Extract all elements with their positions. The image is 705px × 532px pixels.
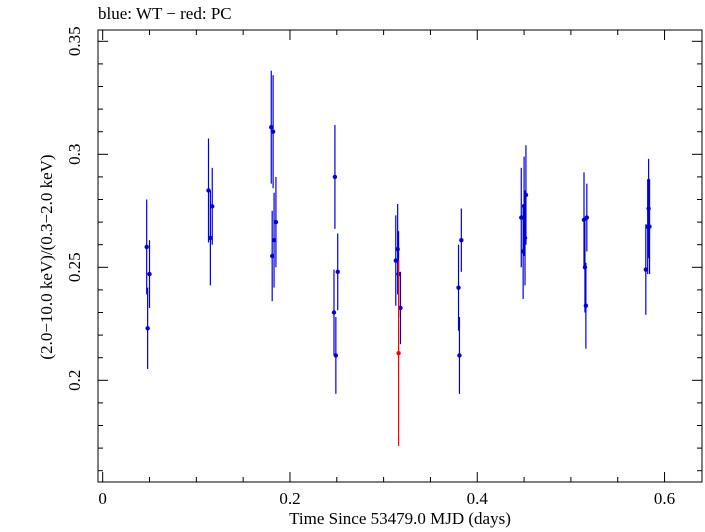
data-point (145, 326, 150, 331)
data-point (582, 265, 588, 270)
data-point (646, 206, 651, 211)
x-axis-label: Time Since 53479.0 MJD (days) (289, 509, 511, 528)
plot-frame (97, 29, 703, 483)
data-point (456, 285, 461, 290)
y-tick-label: 0.2 (65, 370, 84, 391)
series-wt (144, 70, 652, 394)
data-point (332, 174, 338, 180)
data-point (398, 305, 403, 311)
data-point (331, 310, 337, 315)
data-point (273, 219, 279, 225)
data-point (522, 235, 528, 241)
axis-ticks: 0 0.2 0.4 0.6 0.2 0.25 0.3 0.35 (65, 26, 702, 508)
series-pc (396, 260, 401, 446)
data-point (269, 253, 275, 259)
data-point (393, 258, 398, 263)
data-point (584, 215, 590, 220)
y-tick-label: 0.25 (65, 252, 84, 282)
data-point (210, 204, 215, 209)
data-point (333, 353, 339, 358)
data-point (396, 350, 401, 356)
data-point (647, 224, 652, 229)
data-point (206, 188, 211, 193)
chart-title: blue: WT − red: PC (98, 4, 232, 23)
x-tick-label: 0.2 (279, 489, 300, 508)
y-tick-label: 0.3 (65, 144, 84, 165)
data-point (208, 235, 213, 241)
x-tick-label: 0.4 (467, 489, 489, 508)
data-point (147, 271, 152, 277)
data-point (335, 269, 340, 275)
data-point (269, 124, 274, 130)
x-tick-label: 0.6 (654, 489, 675, 508)
data-point (583, 303, 589, 308)
data-point (271, 237, 277, 243)
data-series (144, 70, 652, 446)
data-point (519, 215, 524, 220)
data-point (270, 129, 276, 134)
data-point (395, 247, 400, 252)
data-point (144, 244, 149, 250)
x-tick-label: 0 (98, 489, 107, 508)
data-point (459, 237, 464, 243)
data-point (457, 353, 462, 358)
y-tick-label: 0.35 (65, 26, 84, 56)
data-point (523, 192, 529, 198)
data-point (643, 267, 649, 272)
